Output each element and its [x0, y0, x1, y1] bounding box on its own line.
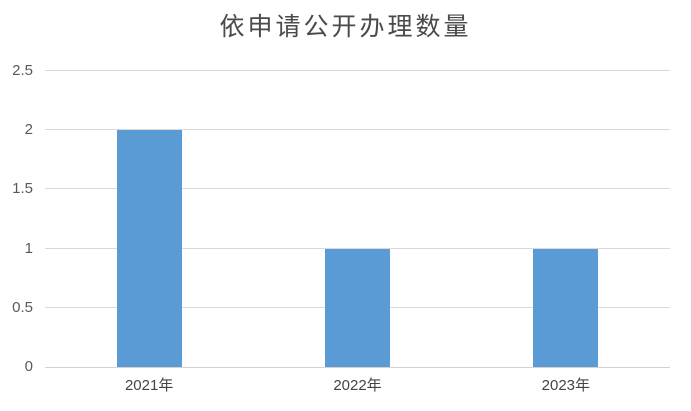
x-tick-label: 2022年 [333, 377, 382, 394]
x-axis-line [45, 367, 670, 368]
y-tick-label: 1.5 [12, 180, 33, 198]
chart-title: 依申请公开办理数量 [219, 12, 472, 41]
bar-2023年 [533, 248, 599, 367]
y-tick-label: 0 [24, 358, 33, 375]
bar-2022年 [325, 248, 390, 367]
y-tick-label: 0.5 [12, 298, 33, 316]
y-tick-label: 1 [24, 239, 33, 257]
plot-area [45, 70, 670, 368]
gridline [45, 70, 670, 71]
bar-2021年 [116, 130, 182, 367]
x-tick-label: 2021年 [124, 377, 174, 394]
x-tick-label: 2023年 [541, 377, 591, 394]
y-tick-label: 2 [24, 121, 33, 139]
gridline [45, 188, 670, 190]
gridline [45, 129, 670, 131]
gridline [45, 247, 670, 249]
y-tick-label: 2.5 [12, 62, 33, 79]
